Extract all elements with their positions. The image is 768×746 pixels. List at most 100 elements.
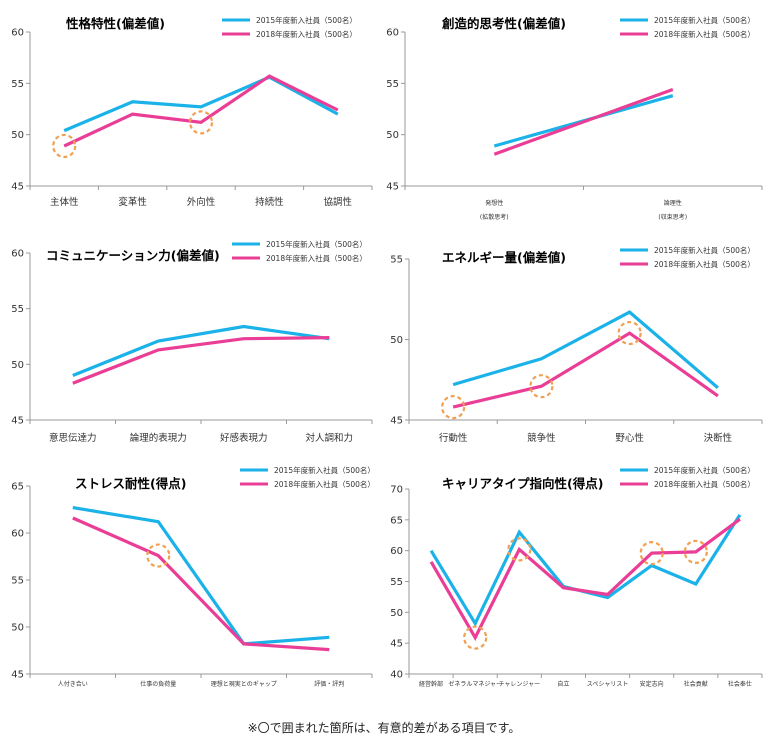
significance-circle [188,110,214,135]
y-tick-label: 65 [11,482,24,493]
y-tick-label: 45 [11,416,24,427]
series-line-2015 [72,324,330,377]
x-category-label: 安定志向 [640,680,664,688]
x-category-label: 持続性 [255,196,284,208]
y-tick-label: 60 [11,529,24,540]
y-tick-label: 65 [390,515,403,526]
significance-circle [52,133,77,159]
x-category-label: 理想と現実とのギャップ [211,680,277,688]
y-tick-label: 60 [390,546,403,557]
legend-label-2015: 2015年度新入社員（500名） [256,15,357,25]
legend-label-2018: 2018年度新入社員（500名） [654,259,755,269]
x-category-sublabel: (収束思考) [658,213,687,221]
y-tick-label: 50 [390,608,403,619]
y-tick-label: 60 [11,28,24,39]
y-tick-label: 40 [390,670,403,681]
y-tick-label: 45 [390,416,403,427]
x-category-label: 決断性 [704,432,733,444]
y-tick-label: 55 [11,304,24,315]
legend-label-2018: 2018年度新入社員（500名） [274,479,375,489]
x-category-label: 主体性 [50,196,79,208]
significance-circle [529,374,554,399]
chart-panel-1: 性格特性(偏差値) 45 50 55 60 主体性 変革性 外向性 持続性 協調性 2015年度新入… [11,15,373,208]
x-category-sublabel: (拡散思考) [480,213,509,221]
chart-title: 性格特性(偏差値) [65,16,165,31]
x-category-label: 協調性 [324,196,353,208]
y-tick-label: 55 [390,577,403,588]
x-category-label: 仕事の負荷量 [140,680,176,688]
y-tick-label: 55 [11,79,24,90]
chart-panel-4: エネルギー量(偏差値) 45 50 55 行動性 競争性 野心性 決断性 2015年度新入社員（… [390,245,763,444]
series-line-2018 [72,336,330,385]
significance-circle [617,320,642,346]
legend-label-2015: 2015年度新入社員（500名） [654,245,755,255]
x-category-label: 自立 [557,680,569,688]
y-tick-label: 60 [386,28,399,39]
chart-panel-2: 創造的思考性(偏差値) 45 50 55 60 発想性 論理性 (拡散思考) (収束思考) 201… [386,15,763,221]
legend-label-2018: 2018年度新入社員（500名） [654,479,755,489]
x-category-label: 社会貢献 [684,680,708,688]
y-tick-label: 60 [11,249,24,260]
legend-label-2015: 2015年度新入社員（500名） [266,239,367,249]
series-line-2018 [63,74,339,148]
series-line-2018 [72,516,330,652]
y-tick-label: 45 [390,639,403,650]
x-category-label: 評価・評判 [314,680,344,688]
chart-panel-3: コミュニケーション力(偏差値) 45 50 55 60 意思伝達力 論理的表現力 好感表現力 対… [11,239,373,444]
x-category-label: 人付き合い [58,680,88,688]
significance-circle [639,541,664,566]
y-tick-label: 50 [386,130,399,141]
series-line-2015 [63,75,339,133]
x-category-label: 論理的表現力 [130,432,187,444]
series-line-2015 [72,506,330,646]
series-line-2015 [429,514,742,627]
chart-title: キャリアタイプ指向性(得点) [442,476,603,491]
significance-circle [463,625,488,650]
charts-group: 性格特性(偏差値) 45 50 55 60 主体性 変革性 外向性 持続性 協調性 2015年度新入… [11,15,763,688]
significance-circle [507,537,532,562]
series-line-2018 [452,331,719,409]
footnote: ※〇で囲まれた箇所は、有意的差がある項目です。 [248,720,521,735]
y-tick-label: 70 [390,485,403,496]
x-category-label: 対人調和力 [305,432,353,444]
x-category-label: 社会奉仕 [728,680,752,688]
series-line-2018 [429,517,741,641]
x-category-label: 外向性 [187,196,216,208]
significance-circle [683,539,708,565]
chart-title: ストレス耐性(得点) [75,476,186,491]
x-category-label: 意思伝達力 [49,432,97,444]
x-category-label: 好感表現力 [220,432,268,444]
legend-label-2015: 2015年度新入社員（500名） [654,15,755,25]
x-category-label: ゼネラルマネジャー [448,680,502,688]
significance-circle [441,395,466,420]
y-tick-label: 50 [11,623,24,634]
legend-label-2015: 2015年度新入社員（500名） [654,465,755,475]
legend-label-2015: 2015年度新入社員（500名） [274,465,375,475]
y-tick-label: 55 [386,79,399,90]
x-category-label: 経営幹部 [419,680,443,688]
legend-label-2018: 2018年度新入社員（500名） [266,253,367,263]
x-category-label: 発想性 [485,199,503,207]
x-category-label: 変革性 [118,196,147,208]
y-tick-label: 55 [390,255,403,266]
legend-label-2018: 2018年度新入社員（500名） [256,29,357,39]
chart-panel-5: ストレス耐性(得点) 45 50 55 60 65 人付き合い 仕事の負荷量 理想と現実とのギャ… [11,465,375,688]
chart-title: コミュニケーション力(偏差値) [46,248,220,263]
x-category-label: 論理性 [664,199,682,207]
y-tick-label: 50 [11,360,24,371]
chart-title: エネルギー量(偏差値) [442,250,566,265]
x-category-label: 野心性 [615,432,644,444]
y-tick-label: 45 [386,182,399,193]
y-tick-label: 50 [390,335,403,346]
x-category-label: 行動性 [439,432,468,444]
y-tick-label: 45 [11,670,24,681]
legend-label-2018: 2018年度新入社員（500名） [654,29,755,39]
series-line-2018 [493,87,674,156]
chart-panel-6: キャリアタイプ指向性(得点) 40 45 50 55 60 65 70 経営幹部 ゼネラルマネジャ… [390,465,763,688]
chart-title: 創造的思考性(偏差値) [441,16,566,31]
x-category-label: チャレンジャー [498,681,540,688]
significance-circle [146,543,171,568]
series-line-2015 [452,310,719,390]
y-tick-label: 55 [11,576,24,587]
